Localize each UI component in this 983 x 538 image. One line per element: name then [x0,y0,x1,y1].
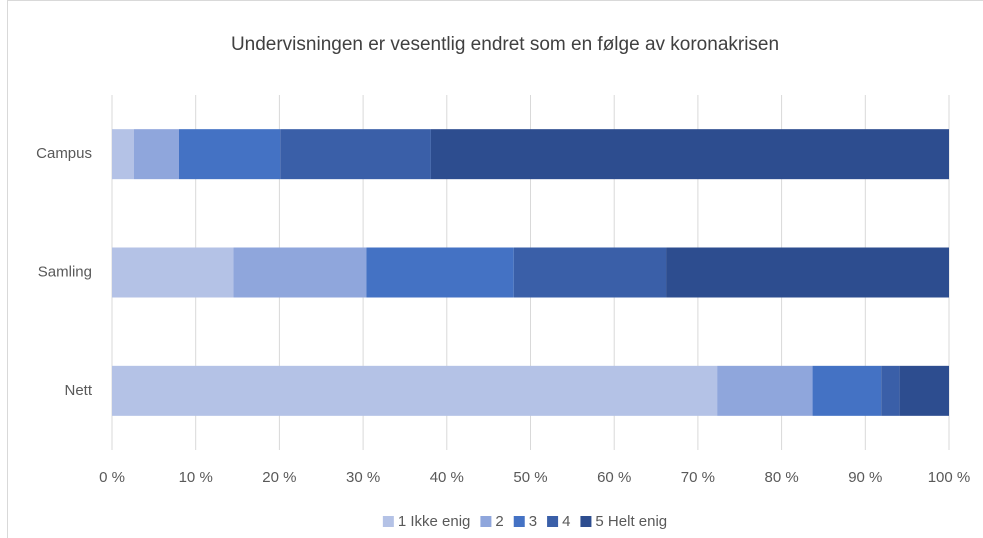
bar-segment [717,365,813,416]
legend-label: 1 Ikke enig [398,513,471,530]
y-tick-label: Nett [64,382,92,399]
legend-label: 2 [495,513,503,530]
legend-marker [580,516,592,527]
legend-marker [513,516,525,527]
bar-segment [812,365,882,416]
bar-segment [513,247,667,298]
legend-label: 4 [562,513,570,530]
bar-segment [112,365,718,416]
bar-segment [112,129,134,180]
chart-title: Undervisningen er vesentlig endret som e… [231,34,779,55]
bar-segment [178,129,281,180]
x-tick-label: 100 % [928,469,971,486]
x-tick-label: 70 % [681,469,715,486]
legend-label: 5 Helt enig [595,513,667,530]
bar-segment [233,247,367,298]
legend-label: 3 [529,513,537,530]
x-tick-label: 80 % [764,469,798,486]
bar-segment [899,365,949,416]
x-tick-label: 90 % [848,469,882,486]
y-tick-label: Samling [38,263,92,280]
bar-segment [280,129,431,180]
x-tick-label: 50 % [513,469,547,486]
bar-segment [133,129,179,180]
bar-segment [430,129,950,180]
x-tick-label: 0 % [99,469,125,486]
chart-border [7,0,983,538]
x-tick-label: 60 % [597,469,631,486]
bar-segment [881,365,900,416]
y-tick-label: Campus [36,145,92,162]
bar-segment [366,247,514,298]
bar-segment [112,247,234,298]
legend-marker [382,516,394,527]
bar-segment [666,247,949,298]
legend-marker [547,516,559,527]
x-tick-label: 20 % [262,469,296,486]
x-tick-label: 40 % [430,469,464,486]
x-tick-label: 30 % [346,469,380,486]
x-tick-label: 10 % [179,469,213,486]
legend-marker [480,516,492,527]
